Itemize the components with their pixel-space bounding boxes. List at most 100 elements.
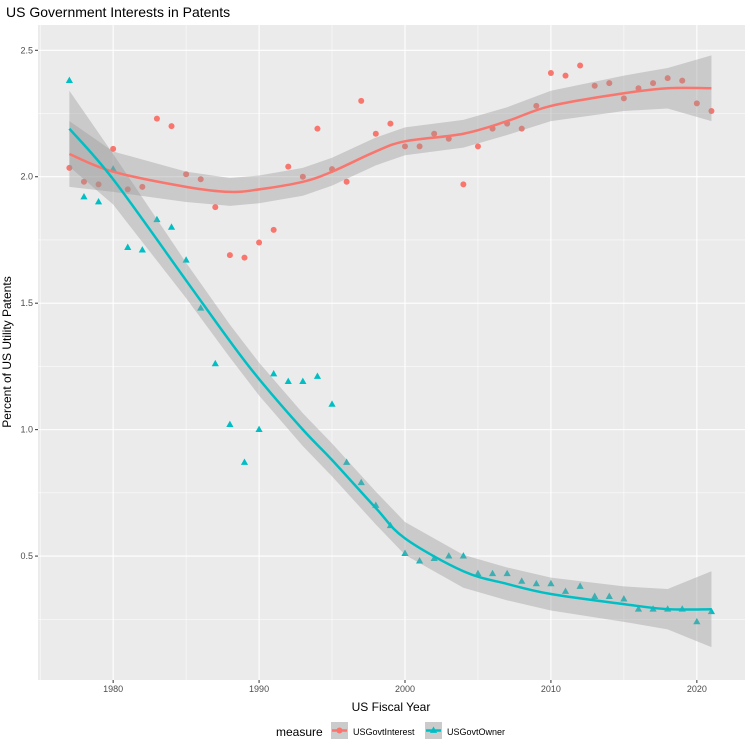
- data-point-usgovtowner: [94, 198, 103, 205]
- data-point-usgovtinterest: [431, 130, 438, 137]
- legend-key-triangle-icon: [429, 726, 438, 733]
- data-point-usgovtowner: [707, 607, 716, 615]
- data-point-usgovtowner: [270, 369, 278, 377]
- data-point-usgovtowner: [605, 592, 613, 599]
- data-point-usgovtinterest: [387, 120, 394, 127]
- data-point-usgovtowner: [299, 377, 307, 384]
- data-point-usgovtinterest: [343, 178, 350, 185]
- data-point-usgovtowner: [124, 243, 132, 250]
- data-point-usgovtinterest: [577, 62, 584, 69]
- smooth-line-usgovtinterest: [68, 86, 712, 194]
- data-point-usgovtinterest: [708, 107, 715, 114]
- y-tick-label: 1.0: [20, 425, 33, 435]
- data-point-usgovtinterest: [212, 204, 219, 211]
- data-point-usgovtinterest: [95, 181, 102, 188]
- data-point-usgovtowner: [80, 192, 88, 200]
- data-point-usgovtinterest: [547, 70, 554, 77]
- legend-key-circle-icon: [336, 727, 343, 734]
- x-tick-label: 2010: [541, 684, 561, 694]
- data-point-usgovtinterest: [124, 186, 131, 193]
- data-point-usgovtowner: [153, 215, 161, 223]
- data-point-usgovtinterest: [650, 80, 657, 87]
- data-point-usgovtowner: [518, 577, 526, 584]
- data-point-usgovtinterest: [270, 226, 277, 233]
- data-point-usgovtinterest: [664, 75, 671, 82]
- y-tick-label: 0.5: [20, 551, 33, 561]
- legend-title: measure: [276, 725, 323, 739]
- data-point-usgovtowner: [226, 420, 234, 427]
- y-axis-label: Percent of US Utility Patents: [0, 276, 14, 427]
- data-point-usgovtowner: [561, 587, 570, 594]
- data-point-usgovtowner: [401, 549, 409, 556]
- plot-layer: 0.5 1.0 1.5 2.0 2.5 1980 1990 2000 2010 2020: [20, 25, 745, 694]
- data-point-usgovtowner: [591, 592, 599, 599]
- data-point-usgovtinterest: [460, 181, 467, 188]
- data-point-usgovtowner: [474, 569, 482, 577]
- data-point-usgovtinterest: [241, 254, 248, 261]
- legend-label-usgovtowner: USGovtOwner: [447, 727, 505, 737]
- data-point-usgovtinterest: [533, 102, 540, 109]
- data-point-usgovtinterest: [372, 130, 379, 137]
- data-point-usgovtinterest: [562, 72, 569, 79]
- confidence-band-usgovtowner: [69, 90, 712, 648]
- data-point-usgovtowner: [445, 552, 453, 559]
- data-point-usgovtowner: [634, 605, 643, 612]
- data-point-usgovtowner: [138, 246, 146, 253]
- data-point-usgovtowner: [240, 458, 249, 465]
- data-point-usgovtinterest: [256, 239, 263, 246]
- data-point-usgovtinterest: [518, 125, 525, 132]
- data-point-usgovtinterest: [139, 183, 146, 190]
- data-point-usgovtowner: [576, 582, 584, 589]
- data-point-usgovtinterest: [620, 95, 627, 102]
- legend-label-usgovtinterest: USGovtInterest: [353, 727, 415, 737]
- plot-panel: [38, 25, 745, 680]
- data-point-usgovtinterest: [474, 143, 481, 150]
- x-tick-label: 1980: [103, 684, 123, 694]
- y-tick-label: 1.5: [20, 298, 33, 308]
- x-tick-label: 1990: [249, 684, 269, 694]
- data-point-usgovtowner: [488, 569, 497, 577]
- data-point-usgovtowner: [65, 76, 73, 84]
- confidence-band-usgovtinterest: [69, 55, 712, 206]
- data-point-usgovtinterest: [226, 252, 233, 259]
- legend: [331, 722, 442, 739]
- y-tick-label: 2.5: [20, 45, 33, 55]
- chart-title: US Government Interests in Patents: [6, 4, 230, 20]
- data-point-usgovtowner: [620, 595, 628, 602]
- y-tick-label: 2.0: [20, 172, 33, 182]
- data-point-usgovtinterest: [679, 77, 686, 84]
- data-point-usgovtinterest: [66, 164, 73, 171]
- data-point-usgovtinterest: [606, 80, 613, 87]
- data-point-usgovtinterest: [591, 82, 598, 89]
- data-point-usgovtowner: [343, 458, 351, 465]
- data-point-usgovtowner: [211, 359, 219, 367]
- data-point-usgovtinterest: [110, 145, 117, 152]
- data-point-usgovtowner: [167, 223, 176, 230]
- data-point-usgovtinterest: [635, 85, 642, 92]
- data-point-usgovtinterest: [416, 143, 423, 150]
- data-point-usgovtowner: [532, 579, 540, 587]
- data-point-usgovtinterest: [168, 123, 175, 130]
- data-point-usgovtowner: [313, 372, 322, 379]
- x-axis-label: US Fiscal Year: [352, 700, 431, 714]
- data-point-usgovtinterest: [693, 100, 700, 107]
- data-point-usgovtinterest: [197, 176, 204, 183]
- data-point-usgovtowner: [197, 304, 205, 311]
- data-point-usgovtowner: [547, 579, 555, 587]
- data-point-usgovtowner: [284, 377, 292, 384]
- data-point-usgovtowner: [459, 552, 467, 559]
- x-tick-label: 2000: [395, 684, 415, 694]
- data-point-usgovtowner: [328, 400, 336, 407]
- data-point-usgovtinterest: [153, 115, 160, 122]
- data-point-usgovtinterest: [314, 125, 321, 132]
- x-tick-label: 2020: [687, 684, 707, 694]
- data-point-usgovtowner: [255, 425, 263, 433]
- data-point-usgovtinterest: [299, 173, 306, 180]
- data-point-usgovtowner: [503, 569, 511, 577]
- data-point-usgovtinterest: [401, 143, 408, 150]
- data-point-usgovtinterest: [285, 163, 292, 170]
- data-point-usgovtowner: [182, 256, 190, 263]
- data-point-usgovtowner: [357, 478, 365, 486]
